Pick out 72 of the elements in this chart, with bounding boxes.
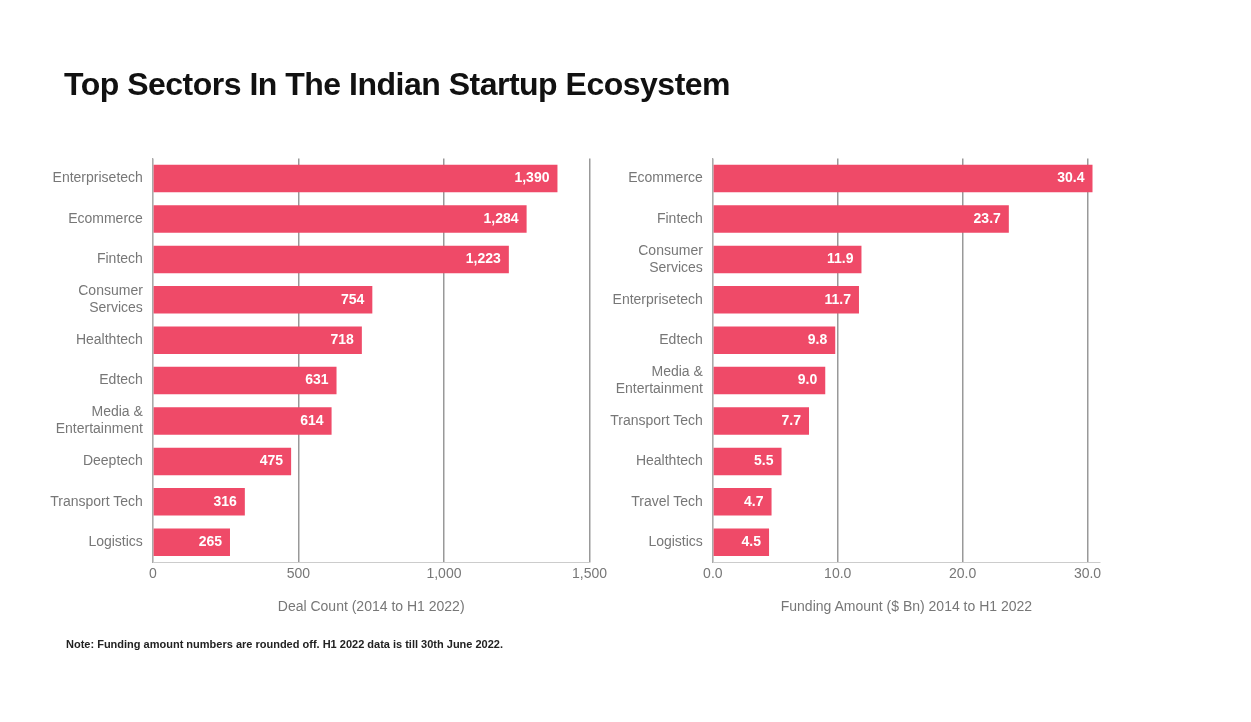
x-axis-title: Deal Count (2014 to H1 2022): [277, 598, 465, 615]
y-tick-label: Enterprisetech: [52, 169, 143, 186]
y-tick-label: Edtech: [99, 371, 143, 388]
x-tick-label: 500: [286, 564, 311, 581]
data-label: 4.7: [744, 492, 764, 509]
bar: [713, 488, 772, 516]
chart-title: Top Sectors In The Indian Startup Ecosystem: [64, 66, 731, 103]
x-tick-label: 0.0: [703, 564, 723, 581]
data-label: 1,284: [483, 209, 519, 226]
bar: [153, 488, 245, 516]
y-tick-label: Logistics: [88, 533, 143, 550]
bar: [713, 366, 826, 395]
bar: [713, 447, 782, 476]
data-label: 7.7: [781, 411, 802, 428]
x-tick-label: 10.0: [824, 564, 852, 581]
data-label: 9.8: [807, 331, 828, 348]
bar: [713, 326, 836, 354]
bar: [153, 407, 332, 435]
bar: [153, 326, 362, 354]
data-label: 23.7: [973, 209, 1002, 226]
bar: [713, 245, 862, 274]
data-label: 1,390: [514, 169, 550, 186]
y-tick-label: Edtech: [659, 331, 703, 348]
text: Note: Funding amount numbers are rounded off. H1 2022 data is till 30th June 2022.: [66, 638, 504, 650]
data-label: 316: [213, 492, 238, 509]
data-label: 475: [259, 452, 284, 469]
x-tick-label: 1,000: [426, 564, 462, 581]
data-label: 631: [305, 371, 329, 388]
data-label: 4.5: [741, 533, 762, 550]
y-tick-label: Travel Tech: [631, 492, 703, 509]
bar: [153, 205, 527, 233]
y-tick-label: Transport Tech: [610, 411, 703, 428]
y-tick-label: Healthtech: [635, 452, 703, 469]
x-axis-title: Funding Amount ($ Bn) 2014 to H1 2022: [780, 598, 1033, 615]
x-tick-label: 20.0: [949, 564, 977, 581]
bar: [153, 286, 373, 314]
bar: [713, 407, 810, 435]
data-label: 718: [330, 331, 355, 348]
y-tick-label: Deeptech: [82, 452, 143, 469]
bar: [713, 164, 1093, 193]
bar: [713, 205, 1009, 233]
bar: [713, 528, 770, 556]
data-label: 9.0: [797, 371, 818, 388]
bar: [153, 528, 230, 556]
bar: [153, 366, 337, 395]
data-label: 11.7: [824, 290, 852, 307]
x-tick-label: 0: [148, 564, 157, 581]
bar: [153, 245, 509, 274]
data-label: 30.4: [1057, 169, 1085, 186]
y-tick-label: Media & Entertainment: [615, 363, 704, 396]
x-tick-label: 30.0: [1073, 564, 1102, 581]
y-tick-label: Ecommerce: [68, 209, 144, 226]
y-tick-label: Fintech: [656, 209, 703, 226]
bar: [713, 286, 859, 314]
y-tick-label: Transport Tech: [50, 492, 143, 509]
y-tick-label: Ecommerce: [628, 169, 704, 186]
data-label: 614: [300, 411, 324, 428]
data-label: 754: [340, 290, 365, 307]
data-label: 1,223: [465, 250, 502, 267]
data-label: 265: [198, 533, 223, 550]
bar: [153, 447, 292, 476]
y-tick-label: Enterprisetech: [612, 290, 703, 307]
data-label: 11.9: [826, 250, 854, 267]
x-tick-label: 1,500: [571, 564, 608, 581]
bar: [153, 164, 558, 193]
y-tick-label: Logistics: [648, 533, 703, 550]
data-label: 5.5: [754, 452, 774, 469]
y-tick-label: Consumer Services: [638, 241, 704, 275]
y-tick-label: Healthtech: [75, 331, 143, 348]
y-tick-label: Consumer Services: [78, 282, 144, 316]
y-tick-label: Fintech: [96, 250, 143, 267]
y-tick-label: Media & Entertainment: [55, 403, 144, 437]
